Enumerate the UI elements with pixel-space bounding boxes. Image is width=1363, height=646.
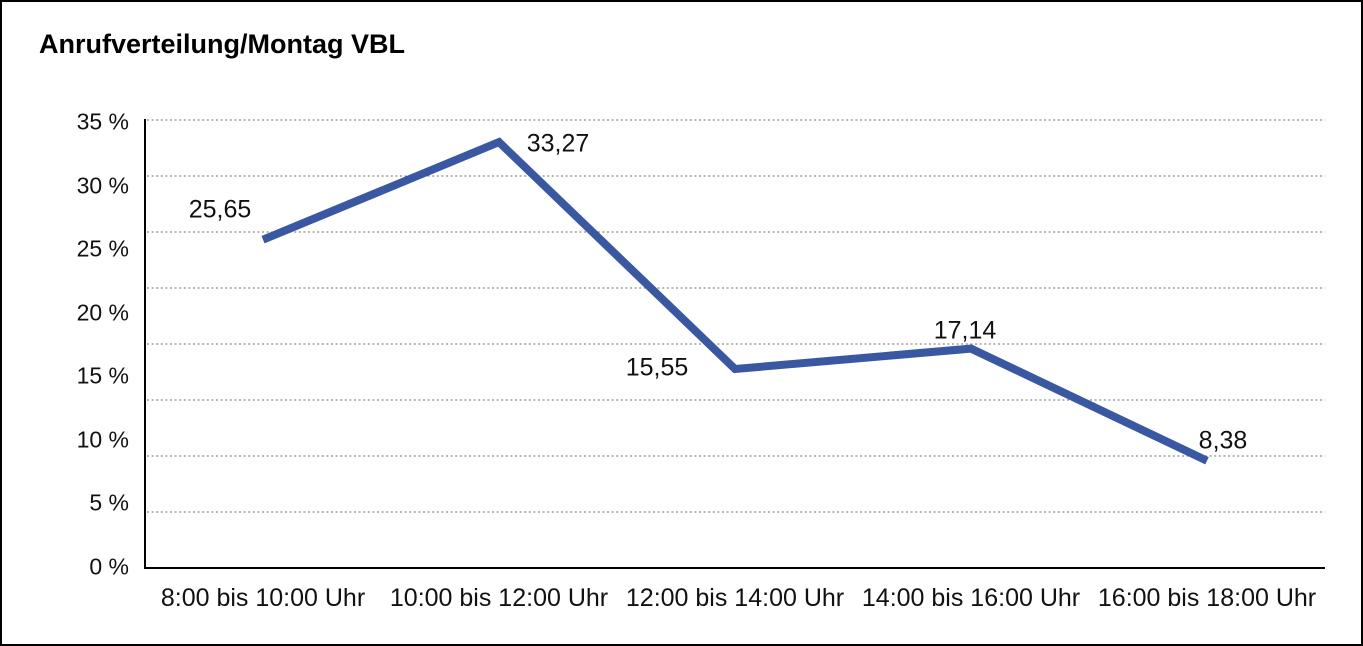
x-category-label-4: 14:00 bis 16:00 Uhr [861, 584, 1081, 612]
data-point-label-5: 8,38 [1198, 426, 1248, 455]
x-category-label-3: 12:00 bis 14:00 Uhr [625, 584, 845, 612]
y-tick-label-30: 30 % [76, 172, 129, 199]
chart-title: Anrufverteilung/Montag VBL [39, 29, 405, 59]
y-tick-label-20: 20 % [76, 299, 129, 326]
data-point-label-3: 15,55 [625, 353, 689, 382]
x-category-label-5: 16:00 bis 18:00 Uhr [1097, 584, 1317, 612]
x-category-label-1: 8:00 bis 10:00 Uhr [160, 584, 366, 612]
data-point-label-1: 25,65 [188, 195, 252, 224]
data-line-series [261, 137, 1209, 465]
y-tick-label-5: 5 % [89, 489, 129, 516]
y-tick-label-15: 15 % [76, 362, 129, 389]
data-point-label-2: 33,27 [526, 129, 590, 158]
y-tick-label-0: 0 % [89, 553, 129, 580]
x-category-label-2: 10:00 bis 12:00 Uhr [389, 584, 609, 612]
y-tick-label-10: 10 % [76, 426, 129, 453]
data-point-label-4: 17,14 [933, 316, 997, 345]
y-tick-label-35: 35 % [76, 108, 129, 135]
y-tick-label-25: 25 % [76, 235, 129, 262]
